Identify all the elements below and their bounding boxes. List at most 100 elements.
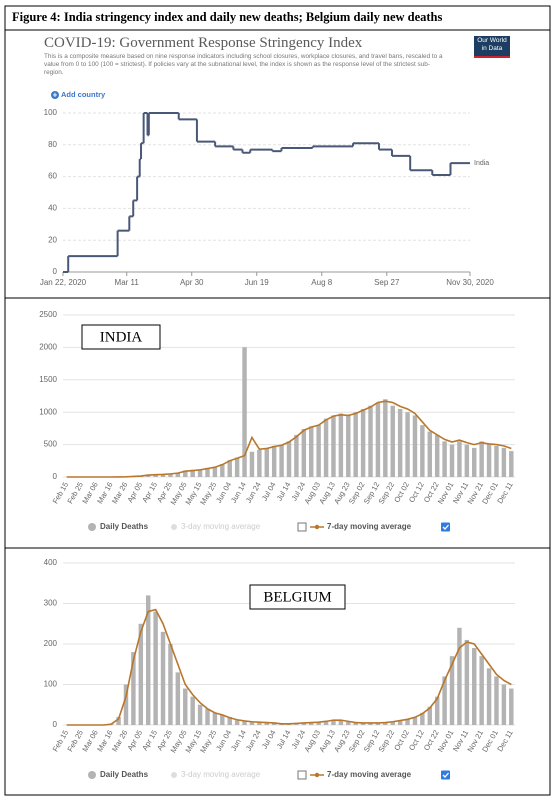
add-icon bbox=[51, 91, 59, 99]
bar bbox=[434, 696, 440, 725]
y-tick-label: 100 bbox=[44, 108, 58, 117]
bar bbox=[479, 656, 484, 725]
bar bbox=[168, 473, 173, 477]
bar bbox=[153, 474, 158, 477]
bar bbox=[457, 627, 462, 725]
bar bbox=[242, 347, 247, 477]
bar bbox=[279, 444, 284, 477]
bar bbox=[449, 656, 455, 725]
x-tick-label: Aug 8 bbox=[311, 278, 332, 287]
bar bbox=[160, 474, 166, 477]
bar bbox=[234, 720, 240, 725]
chart-subtitle: This is a composite measure based on nin… bbox=[44, 53, 443, 76]
legend-swatch bbox=[88, 771, 96, 779]
bar bbox=[160, 631, 166, 725]
legend-checkbox[interactable] bbox=[297, 770, 307, 780]
legend-check bbox=[442, 772, 449, 778]
bar bbox=[383, 722, 388, 725]
trend-line bbox=[66, 608, 512, 726]
legend-swatch bbox=[171, 772, 177, 778]
chart-title: COVID-19: Government Response Stringency… bbox=[44, 35, 363, 51]
add-country-button[interactable]: Add country bbox=[61, 90, 106, 99]
bar bbox=[190, 469, 195, 477]
bar bbox=[397, 408, 403, 477]
bar bbox=[420, 425, 425, 477]
bar bbox=[509, 688, 514, 725]
bar bbox=[486, 668, 492, 725]
x-tick-label: Sep 27 bbox=[374, 278, 400, 287]
bar bbox=[175, 672, 181, 725]
bar bbox=[383, 399, 388, 477]
bar bbox=[442, 441, 447, 477]
legend-checkbox[interactable] bbox=[297, 522, 307, 532]
legend-swatch bbox=[171, 524, 177, 530]
bar bbox=[405, 719, 410, 725]
bar bbox=[479, 441, 484, 477]
bar bbox=[353, 412, 358, 477]
bar bbox=[153, 611, 158, 725]
trend-line bbox=[66, 400, 512, 478]
bar bbox=[212, 712, 218, 725]
bar bbox=[472, 648, 477, 725]
figure-caption: Figure 4: India stringency index and dai… bbox=[12, 10, 443, 24]
logo-text: Our World in Data bbox=[477, 37, 507, 52]
bar bbox=[227, 460, 232, 477]
y-tick-label: 1500 bbox=[39, 375, 57, 384]
bar bbox=[449, 444, 455, 477]
x-tick-label: Jun 24 bbox=[244, 728, 263, 752]
legend-checkbox[interactable] bbox=[441, 770, 450, 780]
y-tick-label: 200 bbox=[44, 639, 58, 648]
x-tick-label: Apr 30 bbox=[180, 278, 204, 287]
bar bbox=[220, 464, 225, 477]
bar bbox=[338, 720, 344, 725]
bar bbox=[205, 708, 210, 725]
x-tick-label: Nov 30, 2020 bbox=[446, 278, 494, 287]
y-tick-label: 1000 bbox=[39, 407, 57, 416]
bar bbox=[368, 405, 373, 477]
bar bbox=[286, 441, 292, 477]
bar bbox=[145, 474, 151, 477]
bar bbox=[271, 723, 277, 725]
bar bbox=[346, 415, 351, 477]
bar bbox=[412, 415, 418, 477]
x-tick-label: Jun 24 bbox=[244, 480, 263, 504]
y-tick-label: 0 bbox=[53, 267, 58, 276]
bar bbox=[301, 722, 307, 725]
bar bbox=[264, 447, 269, 477]
bar bbox=[316, 425, 321, 477]
bar bbox=[294, 723, 299, 725]
bar bbox=[427, 431, 433, 477]
bar bbox=[397, 720, 403, 725]
logo-bar bbox=[474, 56, 510, 58]
bar bbox=[494, 676, 499, 725]
logo-box bbox=[474, 36, 510, 58]
bar bbox=[331, 720, 336, 725]
bar bbox=[116, 716, 121, 725]
bar bbox=[309, 722, 314, 725]
legend-label: 7-day moving average bbox=[327, 522, 412, 531]
bar bbox=[168, 644, 173, 725]
legend-label-inactive: 3-day moving average bbox=[181, 522, 261, 531]
y-tick-label: 80 bbox=[48, 140, 57, 149]
y-tick-label: 0 bbox=[53, 472, 58, 481]
y-tick-label: 500 bbox=[44, 440, 58, 449]
bar bbox=[257, 449, 262, 477]
bar bbox=[464, 444, 470, 477]
bar bbox=[249, 721, 255, 725]
bar bbox=[390, 721, 395, 725]
legend-label: 7-day moving average bbox=[327, 770, 412, 779]
bar bbox=[368, 723, 373, 725]
annotation: BELGIUM bbox=[263, 589, 331, 605]
bar bbox=[494, 445, 499, 477]
bar bbox=[434, 434, 440, 477]
bar bbox=[205, 467, 210, 477]
x-tick-label: Jan 22, 2020 bbox=[40, 278, 87, 287]
bar bbox=[501, 684, 507, 725]
legend-checkbox[interactable] bbox=[441, 522, 450, 532]
bar bbox=[412, 716, 418, 725]
x-tick-label: Mar 11 bbox=[115, 278, 140, 287]
bar bbox=[464, 639, 470, 725]
bar bbox=[294, 434, 299, 477]
bar bbox=[183, 688, 188, 725]
bar bbox=[257, 722, 262, 725]
